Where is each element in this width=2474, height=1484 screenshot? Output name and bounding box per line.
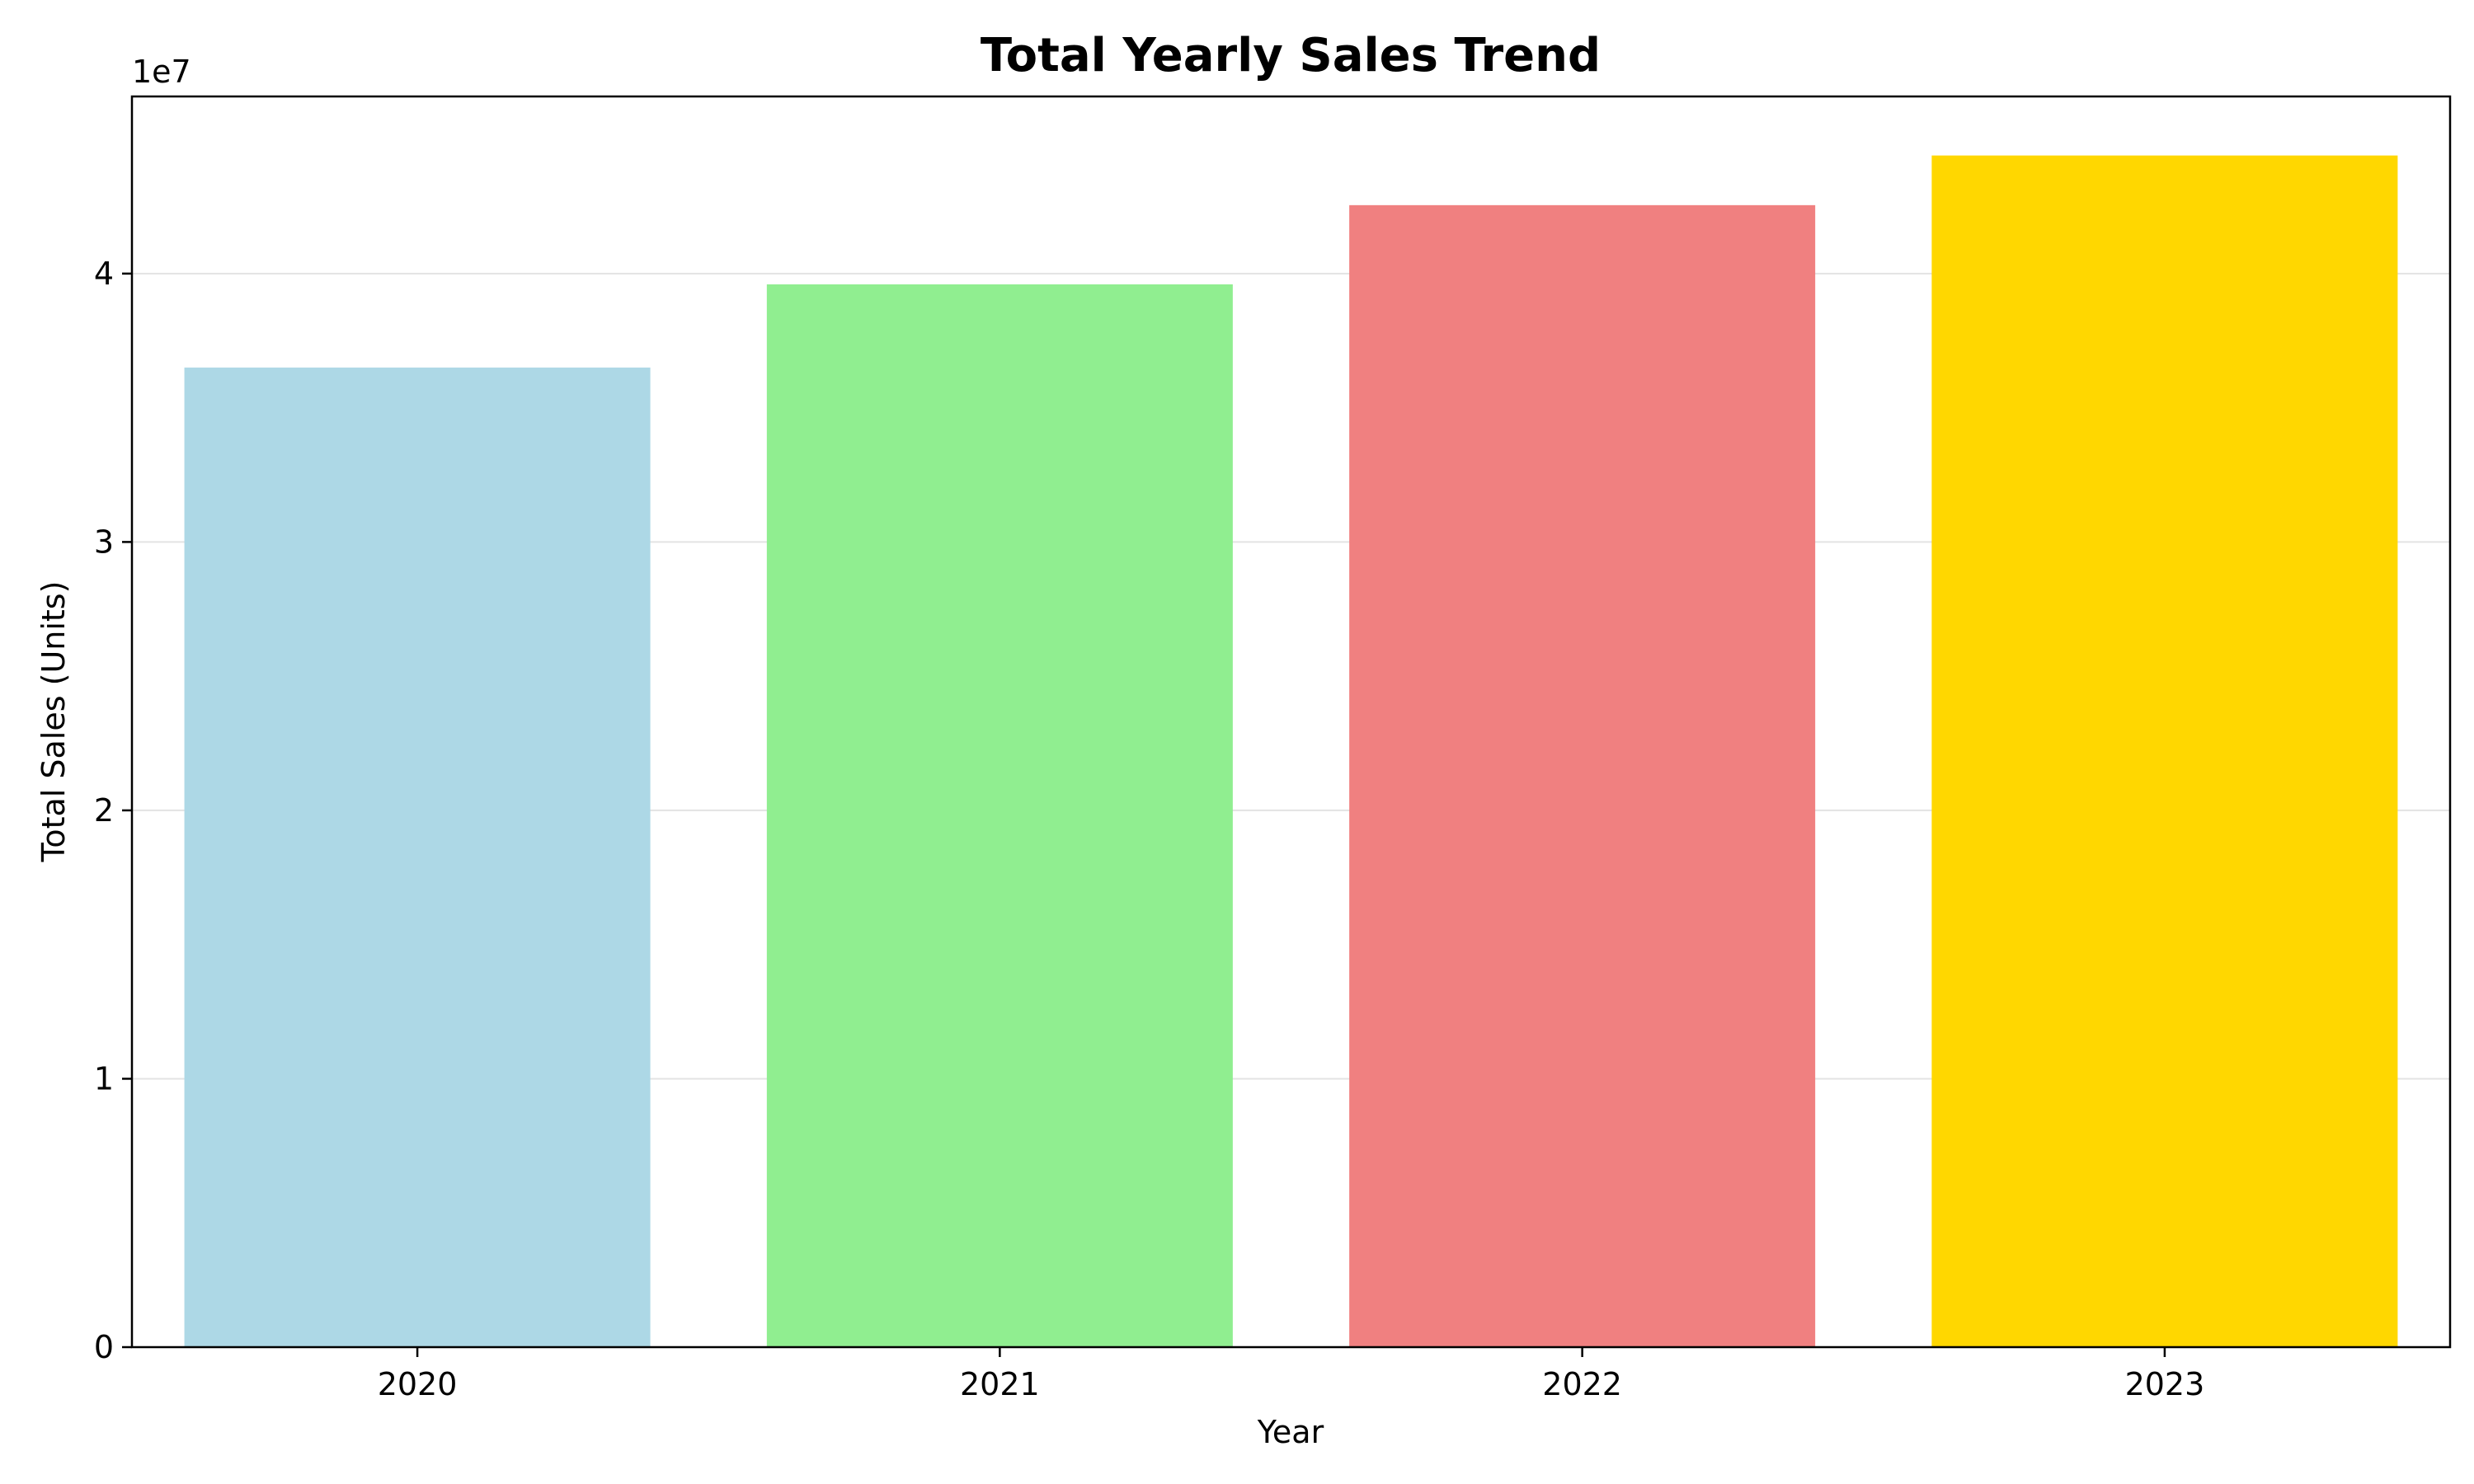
y-tick-label: 3: [94, 524, 114, 560]
y-tick-label: 1: [94, 1060, 114, 1097]
y-tick-label: 4: [94, 256, 114, 292]
x-axis-label: Year: [1257, 1414, 1324, 1450]
plot-frame: [130, 95, 2452, 1349]
y-axis-offset-label: 1e7: [132, 54, 191, 90]
bars: [184, 155, 2398, 1348]
y-tick-label: 2: [94, 792, 114, 829]
bar-2023: [1931, 155, 2398, 1347]
chart-title: Total Yearly Sales Trend: [981, 29, 1601, 82]
y-axis-label: Total Sales (Units): [35, 581, 72, 863]
y-tick-label: 0: [94, 1329, 114, 1365]
x-ticks: 2020 2021 2022 2023: [378, 1347, 2205, 1402]
bar-2020: [184, 367, 651, 1347]
bar-2021: [766, 284, 1233, 1348]
x-tick-label: 2020: [378, 1366, 458, 1402]
x-tick-label: 2021: [960, 1366, 1040, 1402]
x-tick-label: 2023: [2125, 1366, 2205, 1402]
bar-2022: [1349, 204, 1816, 1347]
y-ticks: 0 1 2 3 4: [94, 256, 132, 1365]
x-tick-label: 2022: [1542, 1366, 1622, 1402]
